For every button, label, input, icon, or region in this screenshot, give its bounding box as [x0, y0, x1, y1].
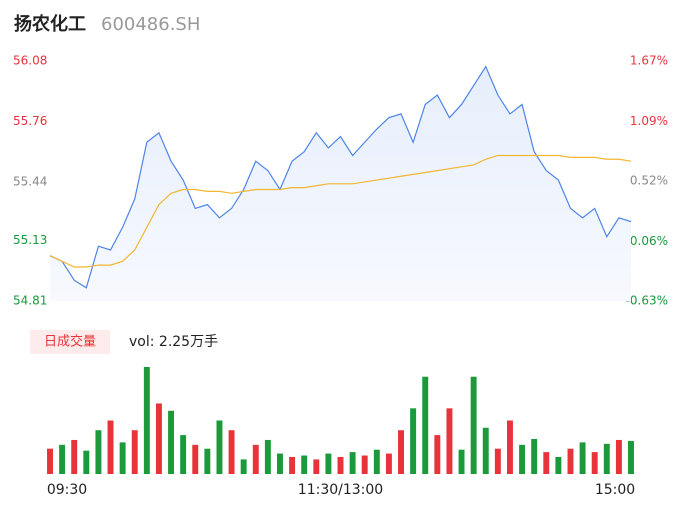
volume-bar: [192, 444, 199, 474]
volume-bar: [543, 452, 550, 474]
volume-bar: [119, 442, 126, 474]
volume-bar: [216, 420, 223, 474]
y-tick-label: 56.08: [13, 54, 47, 68]
volume-bar: [204, 448, 211, 474]
volume-bar: [603, 443, 610, 474]
x-tick-label: 15:00: [595, 482, 635, 498]
volume-bar: [422, 376, 429, 474]
volume-bar: [168, 410, 175, 474]
volume-bar: [591, 452, 598, 474]
volume-bar: [180, 435, 187, 474]
volume-bar: [410, 408, 417, 474]
volume-bar: [131, 430, 138, 474]
y-tick-label: 55.76: [13, 114, 47, 128]
volume-bar: [506, 420, 513, 474]
volume-bar: [519, 444, 526, 474]
volume-bar: [555, 456, 562, 474]
y-tick-label: 54.81: [13, 294, 47, 308]
volume-bar: [373, 449, 380, 474]
y2-tick-label: 0.52%: [630, 174, 668, 188]
volume-bar: [628, 440, 634, 474]
y2-tick-label: 1.67%: [630, 54, 668, 68]
volume-bar: [143, 367, 150, 474]
volume-bar: [494, 448, 501, 474]
volume-bar: [337, 456, 344, 474]
volume-bar: [83, 450, 90, 474]
x-tick-label: 11:30/13:00: [298, 482, 383, 498]
volume-bar: [277, 453, 283, 474]
volume-bar: [47, 448, 53, 474]
volume-bar: [434, 435, 441, 474]
volume-bar: [71, 439, 78, 474]
volume-bar: [458, 449, 465, 474]
chart-title: 扬农化工: [14, 13, 86, 35]
y-tick-label: 55.44: [13, 174, 47, 188]
x-tick-label: 09:30: [47, 482, 87, 498]
volume-bar: [301, 455, 308, 474]
volume-bar: [470, 376, 477, 474]
volume-bar: [59, 444, 66, 474]
volume-bar: [398, 430, 404, 474]
volume-bar: [349, 452, 356, 474]
volume-bar: [446, 408, 453, 474]
volume-bar: [361, 455, 368, 474]
volume-bar: [155, 403, 162, 474]
y2-tick-label: -0.06%: [626, 234, 668, 248]
average-line: [49, 154, 632, 268]
volume-bar: [95, 430, 102, 474]
volume-bar: [567, 448, 574, 474]
volume-label: vol: 2.25万手: [129, 334, 218, 350]
volume-bar: [325, 453, 332, 474]
volume-bar: [240, 459, 247, 474]
volume-bar: [264, 439, 271, 474]
volume-bar: [579, 442, 586, 474]
volume-bar: [252, 444, 259, 474]
volume-bar: [107, 420, 114, 474]
volume-bar: [289, 456, 296, 474]
volume-bar: [385, 453, 392, 474]
price-line: [49, 65, 632, 289]
legend-badge: [30, 330, 110, 354]
volume-bar: [615, 439, 622, 474]
y-tick-label: 55.13: [13, 233, 47, 247]
volume-bar: [313, 459, 320, 474]
volume-bar: [228, 430, 235, 474]
volume-bar: [531, 438, 538, 474]
y2-tick-label: 1.09%: [630, 114, 668, 128]
y2-tick-label: -0.63%: [626, 294, 668, 308]
chart-subtitle: 600486.SH: [101, 14, 200, 35]
volume-bar: [482, 427, 489, 474]
legend-label: 日成交量: [44, 334, 96, 350]
